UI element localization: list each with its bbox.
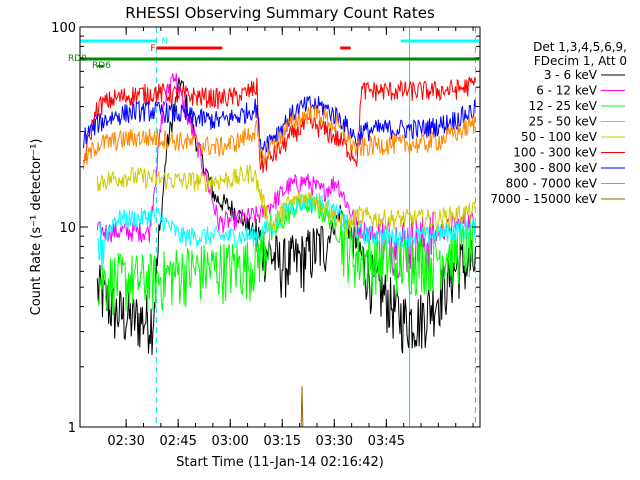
series-line-800-7000-kev <box>83 104 476 170</box>
flag-label-f: F <box>150 44 155 54</box>
y-axis-label: Count Rate (s⁻¹ detector⁻¹) <box>29 139 44 316</box>
legend-entry-label: 800 - 7000 keV <box>506 177 598 191</box>
legend-entry-label: 3 - 6 keV <box>544 68 598 82</box>
x-tick-label: 02:45 <box>159 434 196 449</box>
series-line-50-100-kev <box>96 164 476 236</box>
legend-header: FDecim 1, Att 0 <box>534 54 627 68</box>
y-tick-label: 1 <box>68 421 76 436</box>
series-line-7000-15000-kev <box>218 386 358 428</box>
legend: Det 1,3,4,5,6,9,FDecim 1, Att 03 - 6 keV… <box>490 40 627 206</box>
x-tick-label: 03:45 <box>368 434 405 449</box>
series-line-100-300-kev <box>83 76 476 173</box>
series-line-12-25-kev <box>97 194 476 316</box>
flag-label-rd0: RD0 <box>68 54 87 64</box>
x-tick-label: 03:30 <box>316 434 353 449</box>
legend-entry-label: 25 - 50 keV <box>529 115 598 129</box>
y-tick-label: 100 <box>51 21 76 36</box>
legend-entry-label: 12 - 25 keV <box>529 99 598 113</box>
legend-entry-label: 300 - 800 keV <box>513 161 597 175</box>
chart-title: RHESSI Observing Summary Count Rates <box>125 4 435 22</box>
legend-entry-label: 6 - 12 keV <box>536 84 598 98</box>
series-line-6-12-kev <box>96 73 476 280</box>
x-tick-label: 02:30 <box>107 434 144 449</box>
x-tick-label: 03:15 <box>264 434 301 449</box>
y-tick-label: 10 <box>59 221 76 236</box>
x-tick-label: 03:00 <box>211 434 248 449</box>
flag-label-rd6: RD6 <box>92 61 111 71</box>
legend-entry-label: 100 - 300 keV <box>513 146 597 160</box>
legend-entry-label: 7000 - 15000 keV <box>490 192 597 206</box>
legend-header: Det 1,3,4,5,6,9, <box>533 40 627 54</box>
x-axis-label: Start Time (11-Jan-14 02:16:42) <box>176 455 384 470</box>
flag-label-n: N <box>161 37 168 47</box>
legend-entry-label: 50 - 100 keV <box>521 130 598 144</box>
